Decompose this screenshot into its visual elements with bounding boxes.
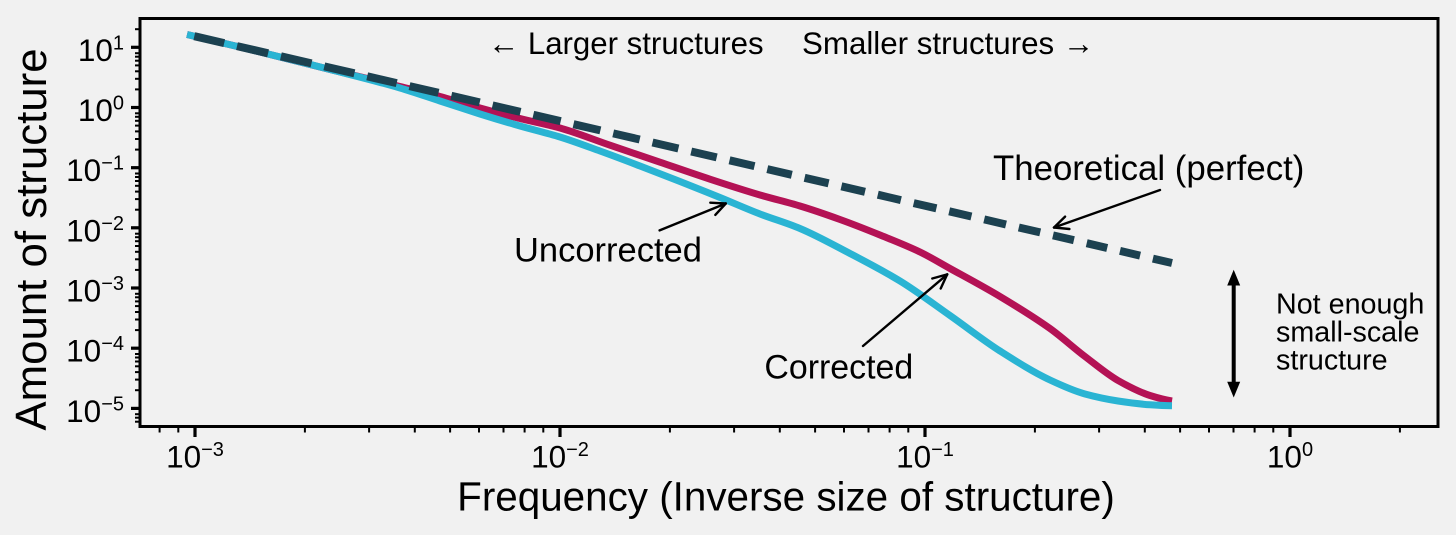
svg-text:structure: structure	[1276, 345, 1388, 377]
svg-text:← Larger structures: ← Larger structures	[488, 26, 764, 61]
svg-text:Smaller structures →: Smaller structures →	[802, 26, 1094, 61]
svg-text:Theoretical (perfect): Theoretical (perfect)	[993, 149, 1304, 188]
svg-text:small-scale: small-scale	[1276, 317, 1419, 349]
svg-text:Frequency (Inverse size of str: Frequency (Inverse size of structure)	[457, 474, 1115, 520]
svg-text:Uncorrected: Uncorrected	[514, 232, 702, 270]
svg-text:Amount of structure: Amount of structure	[7, 48, 56, 430]
svg-text:Corrected: Corrected	[764, 349, 913, 387]
svg-text:Not enough: Not enough	[1276, 289, 1424, 321]
